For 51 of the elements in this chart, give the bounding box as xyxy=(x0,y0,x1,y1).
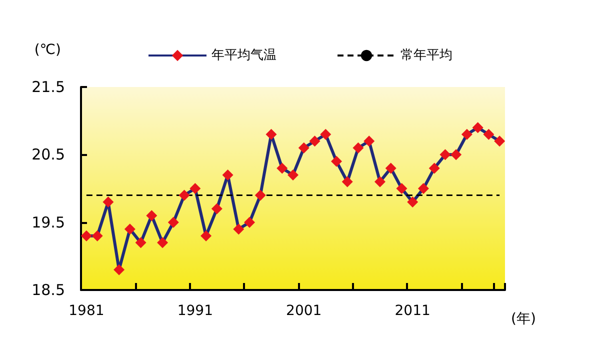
point xyxy=(266,128,277,140)
point xyxy=(190,183,201,194)
y-tick-label: 20.5 xyxy=(32,146,65,164)
x-tick-label: 1991 xyxy=(177,303,213,319)
point xyxy=(440,149,451,160)
point xyxy=(222,169,234,180)
point xyxy=(483,128,494,140)
legend-label: 常年平均 xyxy=(400,48,452,63)
point xyxy=(124,224,136,235)
point xyxy=(168,216,179,228)
x-tick-label: 2001 xyxy=(286,303,322,319)
point xyxy=(428,162,440,174)
point xyxy=(102,196,114,208)
point xyxy=(320,128,332,140)
point xyxy=(450,149,462,160)
point xyxy=(330,156,342,167)
x-axis-title: (年) xyxy=(511,311,536,327)
point xyxy=(200,230,212,242)
point xyxy=(396,183,408,194)
x-tick-label: 1981 xyxy=(68,303,104,319)
point xyxy=(276,162,288,174)
point xyxy=(352,142,364,154)
point xyxy=(178,190,190,201)
point xyxy=(92,230,103,242)
point xyxy=(254,190,266,201)
point xyxy=(342,176,353,188)
point xyxy=(461,128,472,140)
y-tick-label: 21.5 xyxy=(32,78,65,96)
legend-label: 年平均气温 xyxy=(212,48,276,63)
point xyxy=(288,169,298,180)
point xyxy=(374,176,386,188)
point xyxy=(494,136,506,147)
point xyxy=(114,264,125,276)
point xyxy=(157,237,168,248)
point xyxy=(80,230,92,242)
point xyxy=(472,122,484,134)
point xyxy=(244,216,256,228)
y-tick-label: 19.5 xyxy=(32,213,65,232)
y-axis-title: (℃) xyxy=(34,42,61,58)
x-tick-label: 2011 xyxy=(394,303,430,319)
point xyxy=(418,183,429,194)
y-tick-label: 18.5 xyxy=(32,281,65,299)
point xyxy=(385,162,396,174)
point xyxy=(298,142,310,154)
point xyxy=(309,136,320,147)
point xyxy=(364,136,375,147)
point xyxy=(233,224,244,235)
point xyxy=(211,203,222,214)
point xyxy=(146,210,158,222)
point xyxy=(135,237,146,248)
point xyxy=(407,196,418,208)
